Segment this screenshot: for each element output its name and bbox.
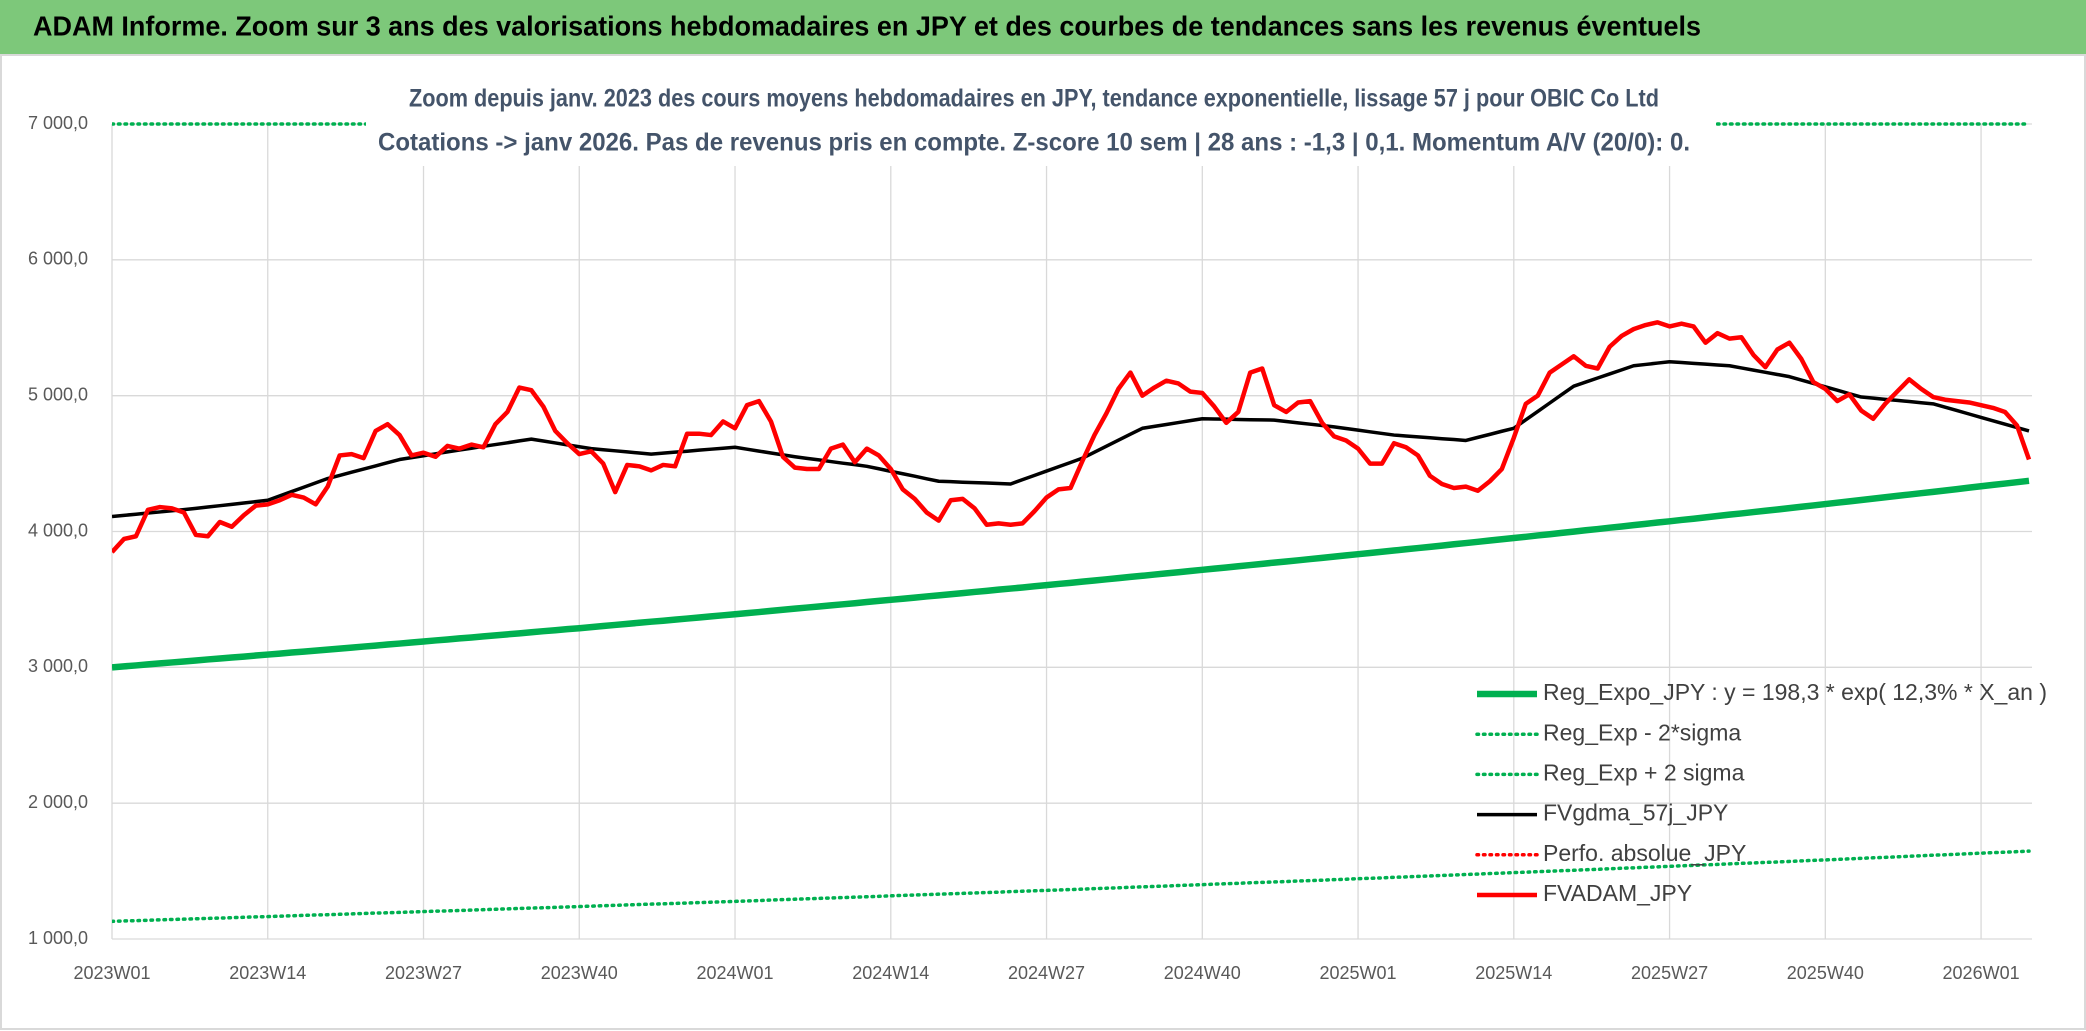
y-tick-label: 3 000,0 xyxy=(28,656,88,676)
y-tick-label: 2 000,0 xyxy=(28,792,88,812)
x-tick-label: 2023W01 xyxy=(73,963,150,983)
series-line xyxy=(112,320,2032,554)
x-tick-label: 2023W14 xyxy=(229,963,306,983)
legend-label: FVADAM_JPY xyxy=(1543,880,1692,906)
x-tick-label: 2025W01 xyxy=(1320,963,1397,983)
chart-subtitle: Cotations -> janv 2026. Pas de revenus p… xyxy=(378,129,1690,157)
y-tick-label: 4 000,0 xyxy=(28,520,88,540)
y-tick-label: 7 000,0 xyxy=(28,113,88,133)
y-tick-label: 6 000,0 xyxy=(28,249,88,269)
x-tick-label: 2024W27 xyxy=(1008,963,1085,983)
x-tick-label: 2024W01 xyxy=(696,963,773,983)
grid: 1 000,0 2 000,0 3 000,0 4 000,0 5 000,0 6 000… xyxy=(28,113,2032,983)
series-line xyxy=(112,477,2030,671)
x-tick-label: 2026W01 xyxy=(1943,963,2020,983)
legend-label: Reg_Exp - 2*sigma xyxy=(1543,719,1741,745)
x-tick-label: 2025W27 xyxy=(1631,963,1708,983)
legend-label: Reg_Expo_JPY : y = 198,3 * exp( 12,3% * … xyxy=(1543,679,2047,705)
y-tick-label: 1 000,0 xyxy=(28,928,88,948)
chart-title: Zoom depuis janv. 2023 des cours moyens … xyxy=(409,85,1659,113)
y-tick-label: 5 000,0 xyxy=(28,384,88,404)
header-title: ADAM Informe. Zoom sur 3 ans des valoris… xyxy=(33,10,1701,41)
x-tick-label: 2023W27 xyxy=(385,963,462,983)
x-tick-label: 2025W40 xyxy=(1787,963,1864,983)
legend: Reg_Expo_JPY : y = 198,3 * exp( 12,3% * … xyxy=(1475,679,2047,906)
legend-label: Reg_Exp + 2 sigma xyxy=(1543,759,1745,785)
chart-frame xyxy=(0,54,2086,1030)
x-tick-label: 2023W40 xyxy=(541,963,618,983)
x-tick-label: 2024W14 xyxy=(852,963,929,983)
header-band xyxy=(0,0,2086,54)
x-tick-label: 2025W14 xyxy=(1475,963,1552,983)
x-tick-label: 2024W40 xyxy=(1164,963,1241,983)
plot xyxy=(112,122,2032,924)
legend-label: FVgdma_57j_JPY xyxy=(1543,800,1728,826)
legend-label: Perfo. absolue_JPY xyxy=(1543,840,1746,866)
title-box xyxy=(366,80,1716,166)
series-line xyxy=(112,849,2031,924)
